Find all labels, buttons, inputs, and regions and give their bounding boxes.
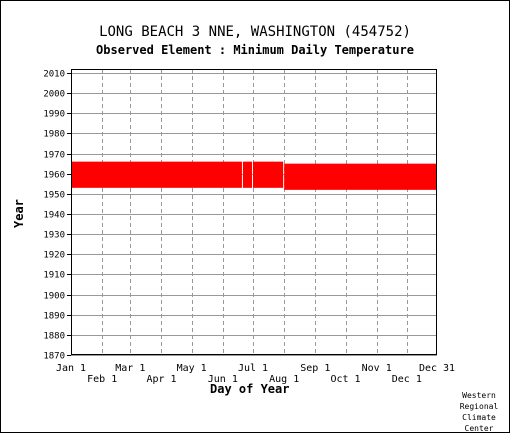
x-tick-label: Jul 1 [238, 363, 268, 374]
y-tick-label: 1910 [43, 271, 65, 281]
wrcc-credit: Western Regional Climate Center [459, 391, 499, 433]
data-band [284, 163, 437, 190]
y-tick-label: 1880 [43, 332, 65, 342]
x-tick-label: Apr 1 [146, 374, 176, 385]
x-tick-label: Feb 1 [87, 374, 117, 385]
y-tick-label: 1920 [43, 251, 65, 261]
y-tick-label: 1870 [43, 352, 65, 362]
x-tick-label: May 1 [177, 363, 207, 374]
x-tick-label: Jan 1 [56, 363, 86, 374]
y-tick-label: 1900 [43, 292, 65, 302]
data-band [71, 161, 242, 188]
y-axis-label: Year [12, 199, 26, 228]
x-tick-label: Oct 1 [330, 374, 360, 385]
chart-title: LONG BEACH 3 NNE, WASHINGTON (454752) [99, 24, 411, 40]
x-tick-label: Nov 1 [362, 363, 392, 374]
x-tick-label: Dec 1 [392, 374, 422, 385]
y-tick-label: 2000 [43, 90, 65, 100]
plot-border [71, 69, 437, 355]
x-tick-label: Sep 1 [300, 363, 330, 374]
x-tick-label: Mar 1 [115, 363, 145, 374]
x-tick-label: Jun 1 [208, 374, 238, 385]
y-tick-label: 1990 [43, 110, 65, 120]
y-tick-label: 1980 [43, 130, 65, 140]
x-tick-label: Dec 31 [419, 363, 455, 374]
y-tick-label: 2010 [43, 70, 65, 80]
y-tick-label: 1930 [43, 231, 65, 241]
y-tick-label: 1970 [43, 151, 65, 161]
x-tick-label: Aug 1 [269, 374, 299, 385]
y-tick-label: 1950 [43, 191, 65, 201]
y-tick-label: 1960 [43, 171, 65, 181]
y-tick-label: 1890 [43, 312, 65, 322]
data-band [242, 161, 252, 188]
y-tick-label: 1940 [43, 211, 65, 221]
chart-subtitle: Observed Element : Minimum Daily Tempera… [96, 43, 414, 57]
data-band [252, 161, 284, 188]
x-axis-label: Day of Year [210, 382, 290, 396]
